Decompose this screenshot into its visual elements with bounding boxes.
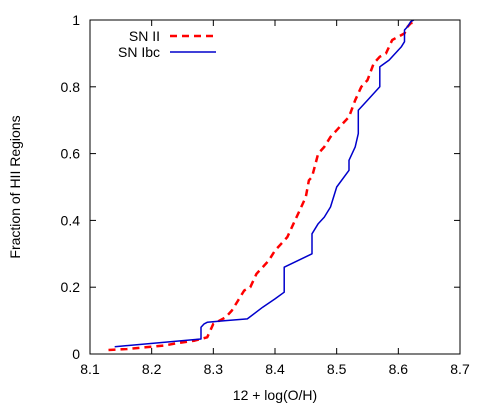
y-tick-label: 1: [72, 12, 80, 28]
x-tick-label: 8.4: [265, 361, 285, 377]
y-axis-label: Fraction of HII Regions: [7, 115, 23, 258]
y-tick-label: 0.2: [61, 279, 81, 295]
series-line-sn-ibc: [114, 19, 415, 348]
legend: SN II SN Ibc: [118, 28, 216, 60]
x-tick-label: 8.1: [80, 361, 100, 377]
y-tick-label: 0.6: [61, 146, 81, 162]
ticks-layer: 8.1 8.2 8.3 8.4 8.5 8.6 8.7 0 0.2 0.4 0.6 0.8 1: [61, 12, 470, 377]
y-tick-label: 0.4: [61, 212, 81, 228]
y-tick-label: 0: [72, 346, 80, 362]
y-tick-label: 0.8: [61, 79, 81, 95]
x-tick-label: 8.7: [450, 361, 470, 377]
series-layer: [108, 19, 418, 352]
legend-label-sn-ii: SN II: [129, 28, 160, 44]
x-tick-label: 8.3: [204, 361, 224, 377]
x-tick-label: 8.6: [389, 361, 409, 377]
legend-label-sn-ibc: SN Ibc: [118, 44, 160, 60]
x-tick-label: 8.2: [142, 361, 162, 377]
series-line-sn-ii: [108, 20, 418, 352]
x-tick-label: 8.5: [327, 361, 347, 377]
plot-frame: [89, 19, 461, 355]
x-axis-label: 12 + log(O/H): [233, 387, 317, 403]
